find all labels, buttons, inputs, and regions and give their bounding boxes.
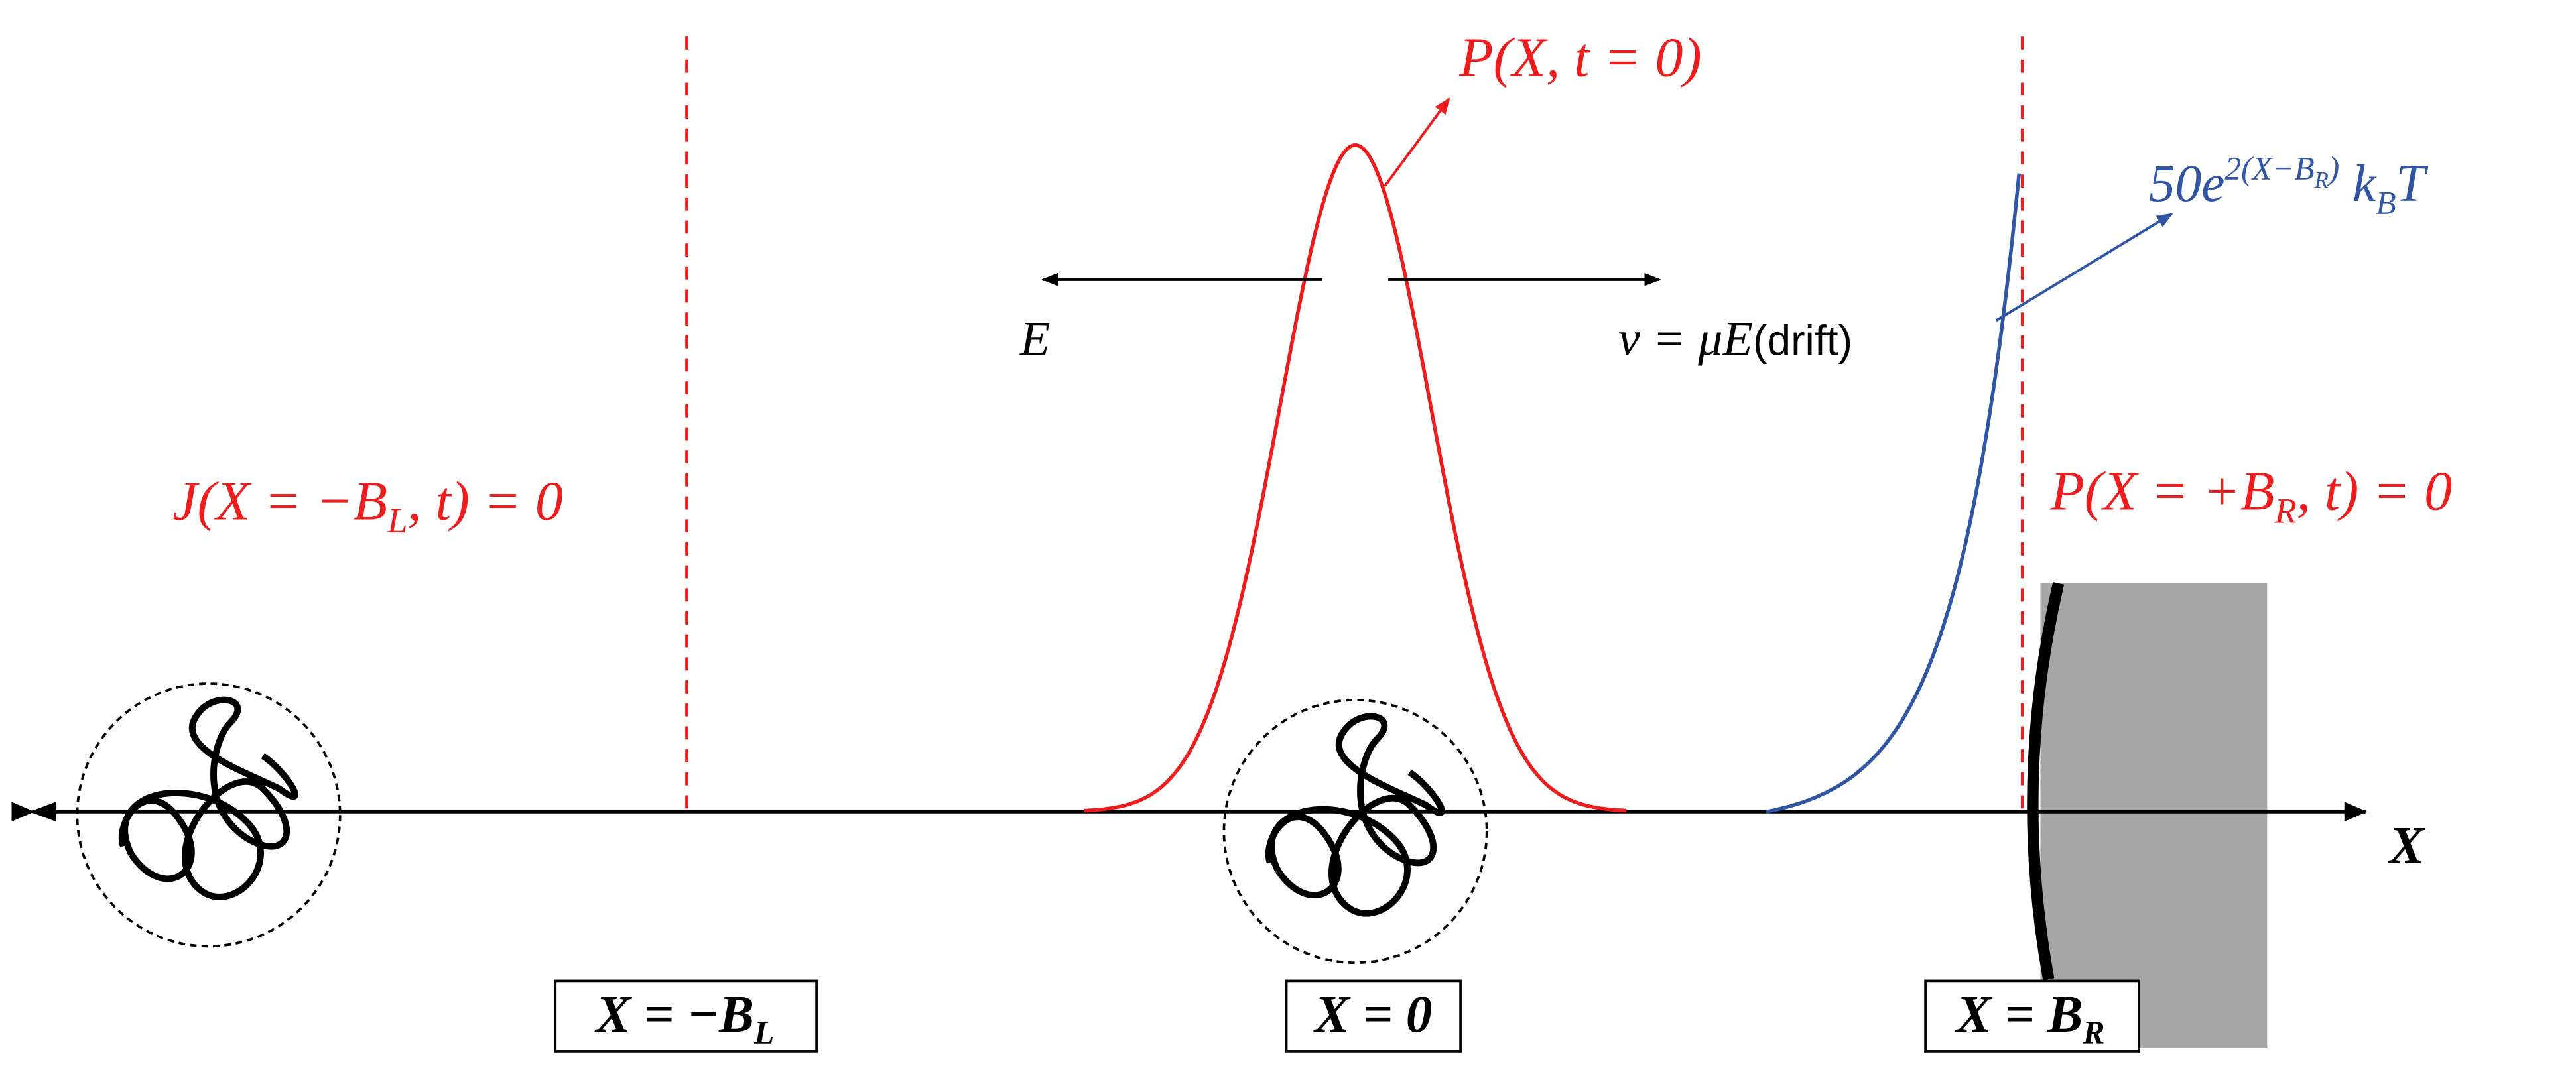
potential-pointer xyxy=(1995,212,2173,322)
right-wall-main: X = B xyxy=(1955,985,2083,1044)
potential-k: k xyxy=(2339,154,2377,213)
right-boundary-end: , t) = 0 xyxy=(2297,460,2453,522)
axis-label: X xyxy=(2387,816,2425,875)
potential-curve xyxy=(1766,173,2021,814)
right-wall-box xyxy=(1924,979,2140,1053)
left-wall-label: X = −BL xyxy=(594,985,775,1050)
field-label: E xyxy=(1019,312,1050,367)
potential-k-subscript: B xyxy=(2376,185,2396,221)
x-axis-arrow-left xyxy=(29,802,56,822)
left-wall-box xyxy=(554,979,818,1053)
distribution-pointer xyxy=(1384,97,1450,187)
polymer-origin xyxy=(1222,698,1488,965)
potential-base: 50e xyxy=(2149,154,2224,213)
right-boundary-subscript: R xyxy=(2274,490,2296,530)
potential-label: 50e2(X−BR) kBT xyxy=(2149,151,2429,221)
origin-label: X = 0 xyxy=(1313,985,1432,1044)
origin-box xyxy=(1285,979,1462,1053)
absorbing-wall xyxy=(2040,583,2268,1048)
wall-edge xyxy=(2027,581,2065,981)
potential-exponent: 2(X−B xyxy=(2224,151,2314,187)
left-boundary-label: J(X = −BL, t) = 0 xyxy=(172,470,563,540)
left-wall-main: X = −B xyxy=(594,985,755,1044)
left-boundary-subscript: L xyxy=(387,500,407,540)
potential-exponent-subscript: R xyxy=(2314,168,2329,193)
left-boundary-end: , t) = 0 xyxy=(407,470,563,532)
polymer-left xyxy=(76,682,342,948)
drift-note: (drift) xyxy=(1753,317,1852,365)
left-wall-subscript: L xyxy=(753,1014,774,1051)
right-boundary-main: P(X = +B xyxy=(2049,460,2274,522)
right-wall-subscript: R xyxy=(2082,1014,2104,1051)
initial-distribution-label: P(X, t = 0) xyxy=(1458,27,1701,89)
potential-t: T xyxy=(2396,154,2429,213)
left-boundary-main: J(X = −B xyxy=(172,470,387,532)
potential-exponent-end: ) xyxy=(2327,151,2340,187)
right-wall-label: X = BR xyxy=(1955,985,2105,1050)
drift-label: v = μE(drift) xyxy=(1618,312,1852,367)
initial-distribution-curve xyxy=(1084,143,1627,813)
right-boundary-label: P(X = +BR, t) = 0 xyxy=(2049,460,2452,530)
drift-equation: v = μE xyxy=(1618,312,1753,367)
